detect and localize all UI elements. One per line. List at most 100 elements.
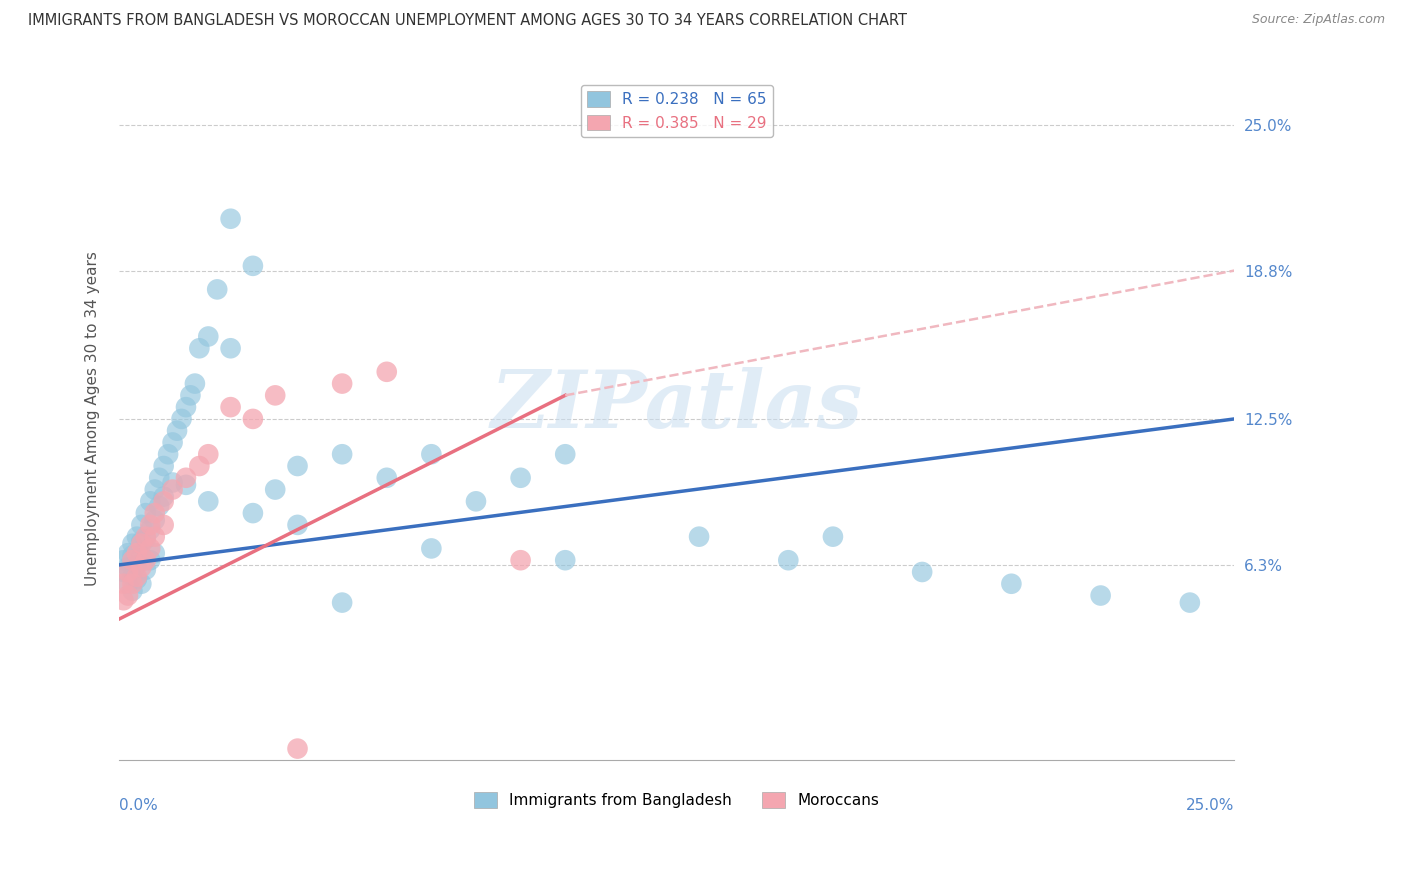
Point <box>152 490 174 504</box>
Point <box>197 329 219 343</box>
Point <box>162 435 184 450</box>
Point <box>143 483 166 497</box>
Point <box>131 549 153 563</box>
Point <box>179 388 201 402</box>
Text: Source: ZipAtlas.com: Source: ZipAtlas.com <box>1251 13 1385 27</box>
Point <box>135 563 157 577</box>
Point <box>287 741 309 756</box>
Point <box>117 565 139 579</box>
Point <box>242 412 264 426</box>
Point <box>135 532 157 546</box>
Point <box>1090 589 1112 603</box>
Point <box>112 565 135 579</box>
Point <box>152 458 174 473</box>
Point <box>205 282 228 296</box>
Point <box>117 546 139 560</box>
Point <box>184 376 207 391</box>
Point <box>125 546 148 560</box>
Point <box>287 517 309 532</box>
Point <box>242 259 264 273</box>
Point <box>778 553 800 567</box>
Point <box>188 458 211 473</box>
Point <box>143 513 166 527</box>
Point <box>121 553 143 567</box>
Point <box>139 553 162 567</box>
Point <box>287 458 309 473</box>
Point <box>1000 576 1022 591</box>
Point <box>112 576 135 591</box>
Point <box>264 388 287 402</box>
Point <box>420 447 443 461</box>
Point <box>152 494 174 508</box>
Point <box>821 530 844 544</box>
Text: 25.0%: 25.0% <box>1187 798 1234 813</box>
Point <box>152 517 174 532</box>
Point <box>197 494 219 508</box>
Text: IMMIGRANTS FROM BANGLADESH VS MOROCCAN UNEMPLOYMENT AMONG AGES 30 TO 34 YEARS CO: IMMIGRANTS FROM BANGLADESH VS MOROCCAN U… <box>28 13 907 29</box>
Point <box>465 494 488 508</box>
Point <box>135 506 157 520</box>
Point <box>330 376 353 391</box>
Point <box>139 541 162 556</box>
Point <box>219 400 242 414</box>
Point <box>131 537 153 551</box>
Point <box>121 570 143 584</box>
Point <box>143 546 166 560</box>
Point <box>554 447 576 461</box>
Point <box>420 541 443 556</box>
Point <box>135 553 157 567</box>
Point <box>197 447 219 461</box>
Point <box>112 593 135 607</box>
Point <box>162 483 184 497</box>
Point <box>509 553 531 567</box>
Point <box>375 365 398 379</box>
Point <box>688 530 710 544</box>
Point <box>1178 596 1201 610</box>
Point <box>139 517 162 532</box>
Point <box>125 572 148 586</box>
Point <box>162 475 184 490</box>
Point <box>148 471 170 485</box>
Point <box>121 576 143 591</box>
Text: ZIPatlas: ZIPatlas <box>491 367 863 444</box>
Point <box>509 471 531 485</box>
Point <box>121 549 143 563</box>
Text: 0.0%: 0.0% <box>120 798 157 813</box>
Point <box>112 553 135 567</box>
Point <box>117 560 139 574</box>
Point <box>131 576 153 591</box>
Point <box>188 341 211 355</box>
Point <box>166 424 188 438</box>
Point <box>125 558 148 572</box>
Legend: Immigrants from Bangladesh, Moroccans: Immigrants from Bangladesh, Moroccans <box>468 786 886 814</box>
Point <box>148 499 170 513</box>
Point <box>219 211 242 226</box>
Point <box>330 596 353 610</box>
Point <box>174 478 197 492</box>
Point <box>170 412 193 426</box>
Point <box>375 471 398 485</box>
Point <box>554 553 576 567</box>
Point <box>139 523 162 537</box>
Point <box>117 576 139 591</box>
Point <box>131 534 153 549</box>
Point <box>157 447 180 461</box>
Point <box>174 400 197 414</box>
Point <box>125 570 148 584</box>
Point <box>264 483 287 497</box>
Point <box>242 506 264 520</box>
Point <box>174 471 197 485</box>
Point <box>121 583 143 598</box>
Point <box>117 589 139 603</box>
Point <box>143 530 166 544</box>
Point <box>125 530 148 544</box>
Point <box>139 494 162 508</box>
Point <box>135 530 157 544</box>
Point <box>143 506 166 520</box>
Y-axis label: Unemployment Among Ages 30 to 34 years: Unemployment Among Ages 30 to 34 years <box>86 252 100 586</box>
Point <box>911 565 934 579</box>
Point <box>121 537 143 551</box>
Point <box>219 341 242 355</box>
Point <box>330 447 353 461</box>
Point <box>131 517 153 532</box>
